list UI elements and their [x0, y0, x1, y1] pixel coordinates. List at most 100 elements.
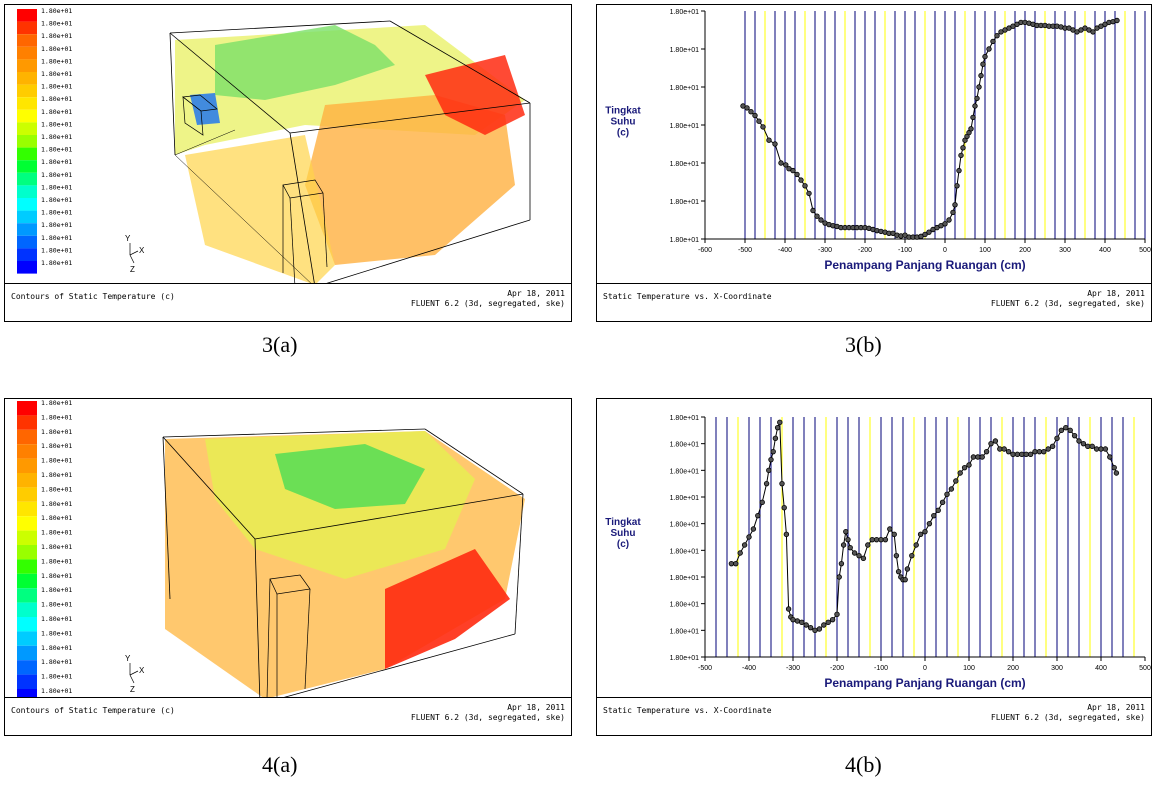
y-tick-label: 1.80e+01 [670, 522, 699, 529]
x-tick-label: -600 [698, 247, 712, 254]
data-point [794, 618, 801, 624]
legend-swatch [17, 473, 37, 488]
legend-label: 1.80e+01 [41, 586, 72, 594]
data-point [902, 576, 908, 583]
legend-swatch [17, 210, 37, 224]
data-point [760, 124, 766, 130]
legend-swatch [17, 147, 37, 161]
legend-label: 1.80e+01 [41, 146, 72, 154]
contour-field-green [275, 444, 425, 509]
data-point [1041, 448, 1047, 455]
y-axis-label: (c) [617, 128, 629, 139]
data-point [1085, 443, 1091, 450]
legend-label: 1.80e+01 [41, 7, 72, 15]
x-tick-label: 500 [1139, 665, 1151, 672]
legend-swatch [17, 631, 37, 646]
data-point [891, 531, 897, 538]
legend-label: 1.80e+01 [41, 120, 72, 128]
data-point [802, 183, 808, 189]
footer-title: Static Temperature vs. X-Coordinate [603, 292, 772, 301]
data-point [1080, 440, 1087, 447]
legend-swatch [17, 617, 37, 632]
contour-view-4a: 1.80e+01 1.80e+01 1.80e+01 1.80e+01 1.80e+01… [17, 399, 525, 697]
legend-swatch [17, 261, 37, 274]
data-point [957, 470, 963, 476]
x-tick-label: 100 [963, 665, 975, 672]
data-point [944, 491, 950, 498]
legend-swatch [17, 602, 37, 617]
data-point [772, 141, 778, 147]
data-point [755, 512, 761, 519]
legend-swatch [17, 415, 37, 430]
x-tick-label: 400 [1099, 247, 1111, 254]
x-tick-label: -100 [898, 247, 912, 254]
legend-label: 1.80e+01 [41, 196, 72, 204]
data-point [1063, 424, 1069, 431]
data-point [814, 213, 820, 219]
x-axis-label: Penampang Panjang Ruangan (cm) [824, 258, 1025, 272]
legend-label: 1.80e+01 [41, 108, 72, 116]
data-point [939, 499, 946, 506]
data-point [812, 627, 818, 634]
data-point [783, 162, 789, 168]
y-tick-label: 1.80e+01 [670, 468, 699, 475]
axis-z-label: Z [130, 685, 135, 694]
axes-triad-4a: Y X Z [125, 654, 145, 694]
data-point [838, 560, 845, 567]
x-tick-label: 300 [1051, 665, 1063, 672]
legend-swatch [17, 46, 37, 60]
data-point [953, 478, 959, 484]
data-point [840, 542, 847, 548]
y-tick-label: 1.80e+01 [670, 161, 699, 168]
legend-label: 1.80e+01 [41, 615, 72, 623]
legend-swatch [17, 545, 37, 560]
legend-label: 1.80e+01 [41, 601, 72, 609]
data-point [763, 480, 770, 487]
legend-swatch [17, 198, 37, 211]
data-point [926, 229, 932, 235]
room-geometry-4a [162, 428, 525, 697]
y-tick-label: 1.80e+01 [670, 655, 699, 662]
data-point [887, 526, 893, 532]
footer-4b: Static Temperature vs. X-Coordinate Apr … [597, 697, 1151, 735]
data-point [990, 38, 996, 45]
data-point [895, 568, 902, 575]
legend-label: 1.80e+01 [41, 413, 72, 421]
data-point [1036, 448, 1043, 455]
contour-field-red [385, 549, 510, 669]
data-point [873, 536, 880, 543]
legend-label: 1.80e+01 [41, 543, 72, 551]
data-point [1102, 446, 1109, 452]
data-point [988, 440, 994, 447]
data-point [1067, 427, 1073, 434]
x-tick-label: 400 [1095, 665, 1107, 672]
legend-swatch [17, 516, 37, 531]
x-axis-label: Penampang Panjang Ruangan (cm) [824, 676, 1025, 690]
data-point [950, 209, 956, 216]
legend-swatch [17, 122, 37, 135]
data-point [1023, 451, 1029, 458]
series-line [731, 422, 1117, 631]
legend-label: 1.80e+01 [41, 629, 72, 637]
legend-label: 1.80e+01 [41, 57, 72, 65]
axis-x-label: X [139, 666, 145, 675]
legend-swatch [17, 223, 37, 236]
y-tick-label: 1.80e+01 [670, 415, 699, 422]
caption-4a: 4(a) [262, 752, 298, 777]
footer-version: FLUENT 6.2 (3d, segregated, ske) [990, 713, 1145, 722]
data-point [966, 462, 972, 468]
legend-label: 1.80e+01 [41, 95, 72, 103]
legend-swatch [17, 444, 37, 459]
y-axis-label: Tingkat [605, 106, 641, 117]
data-point [1027, 451, 1034, 458]
footer-3b: Static Temperature vs. X-Coordinate Apr … [597, 283, 1151, 321]
data-point [878, 536, 884, 543]
data-point [926, 520, 933, 527]
data-point [882, 536, 889, 543]
legend-swatch [17, 487, 37, 502]
legend-label: 1.80e+01 [41, 572, 72, 580]
data-point [978, 72, 984, 79]
y-tick-label: 1.80e+01 [670, 47, 699, 54]
legend-4a: 1.80e+01 1.80e+01 1.80e+01 1.80e+01 1.80e+01… [17, 399, 72, 697]
data-point [728, 560, 735, 567]
